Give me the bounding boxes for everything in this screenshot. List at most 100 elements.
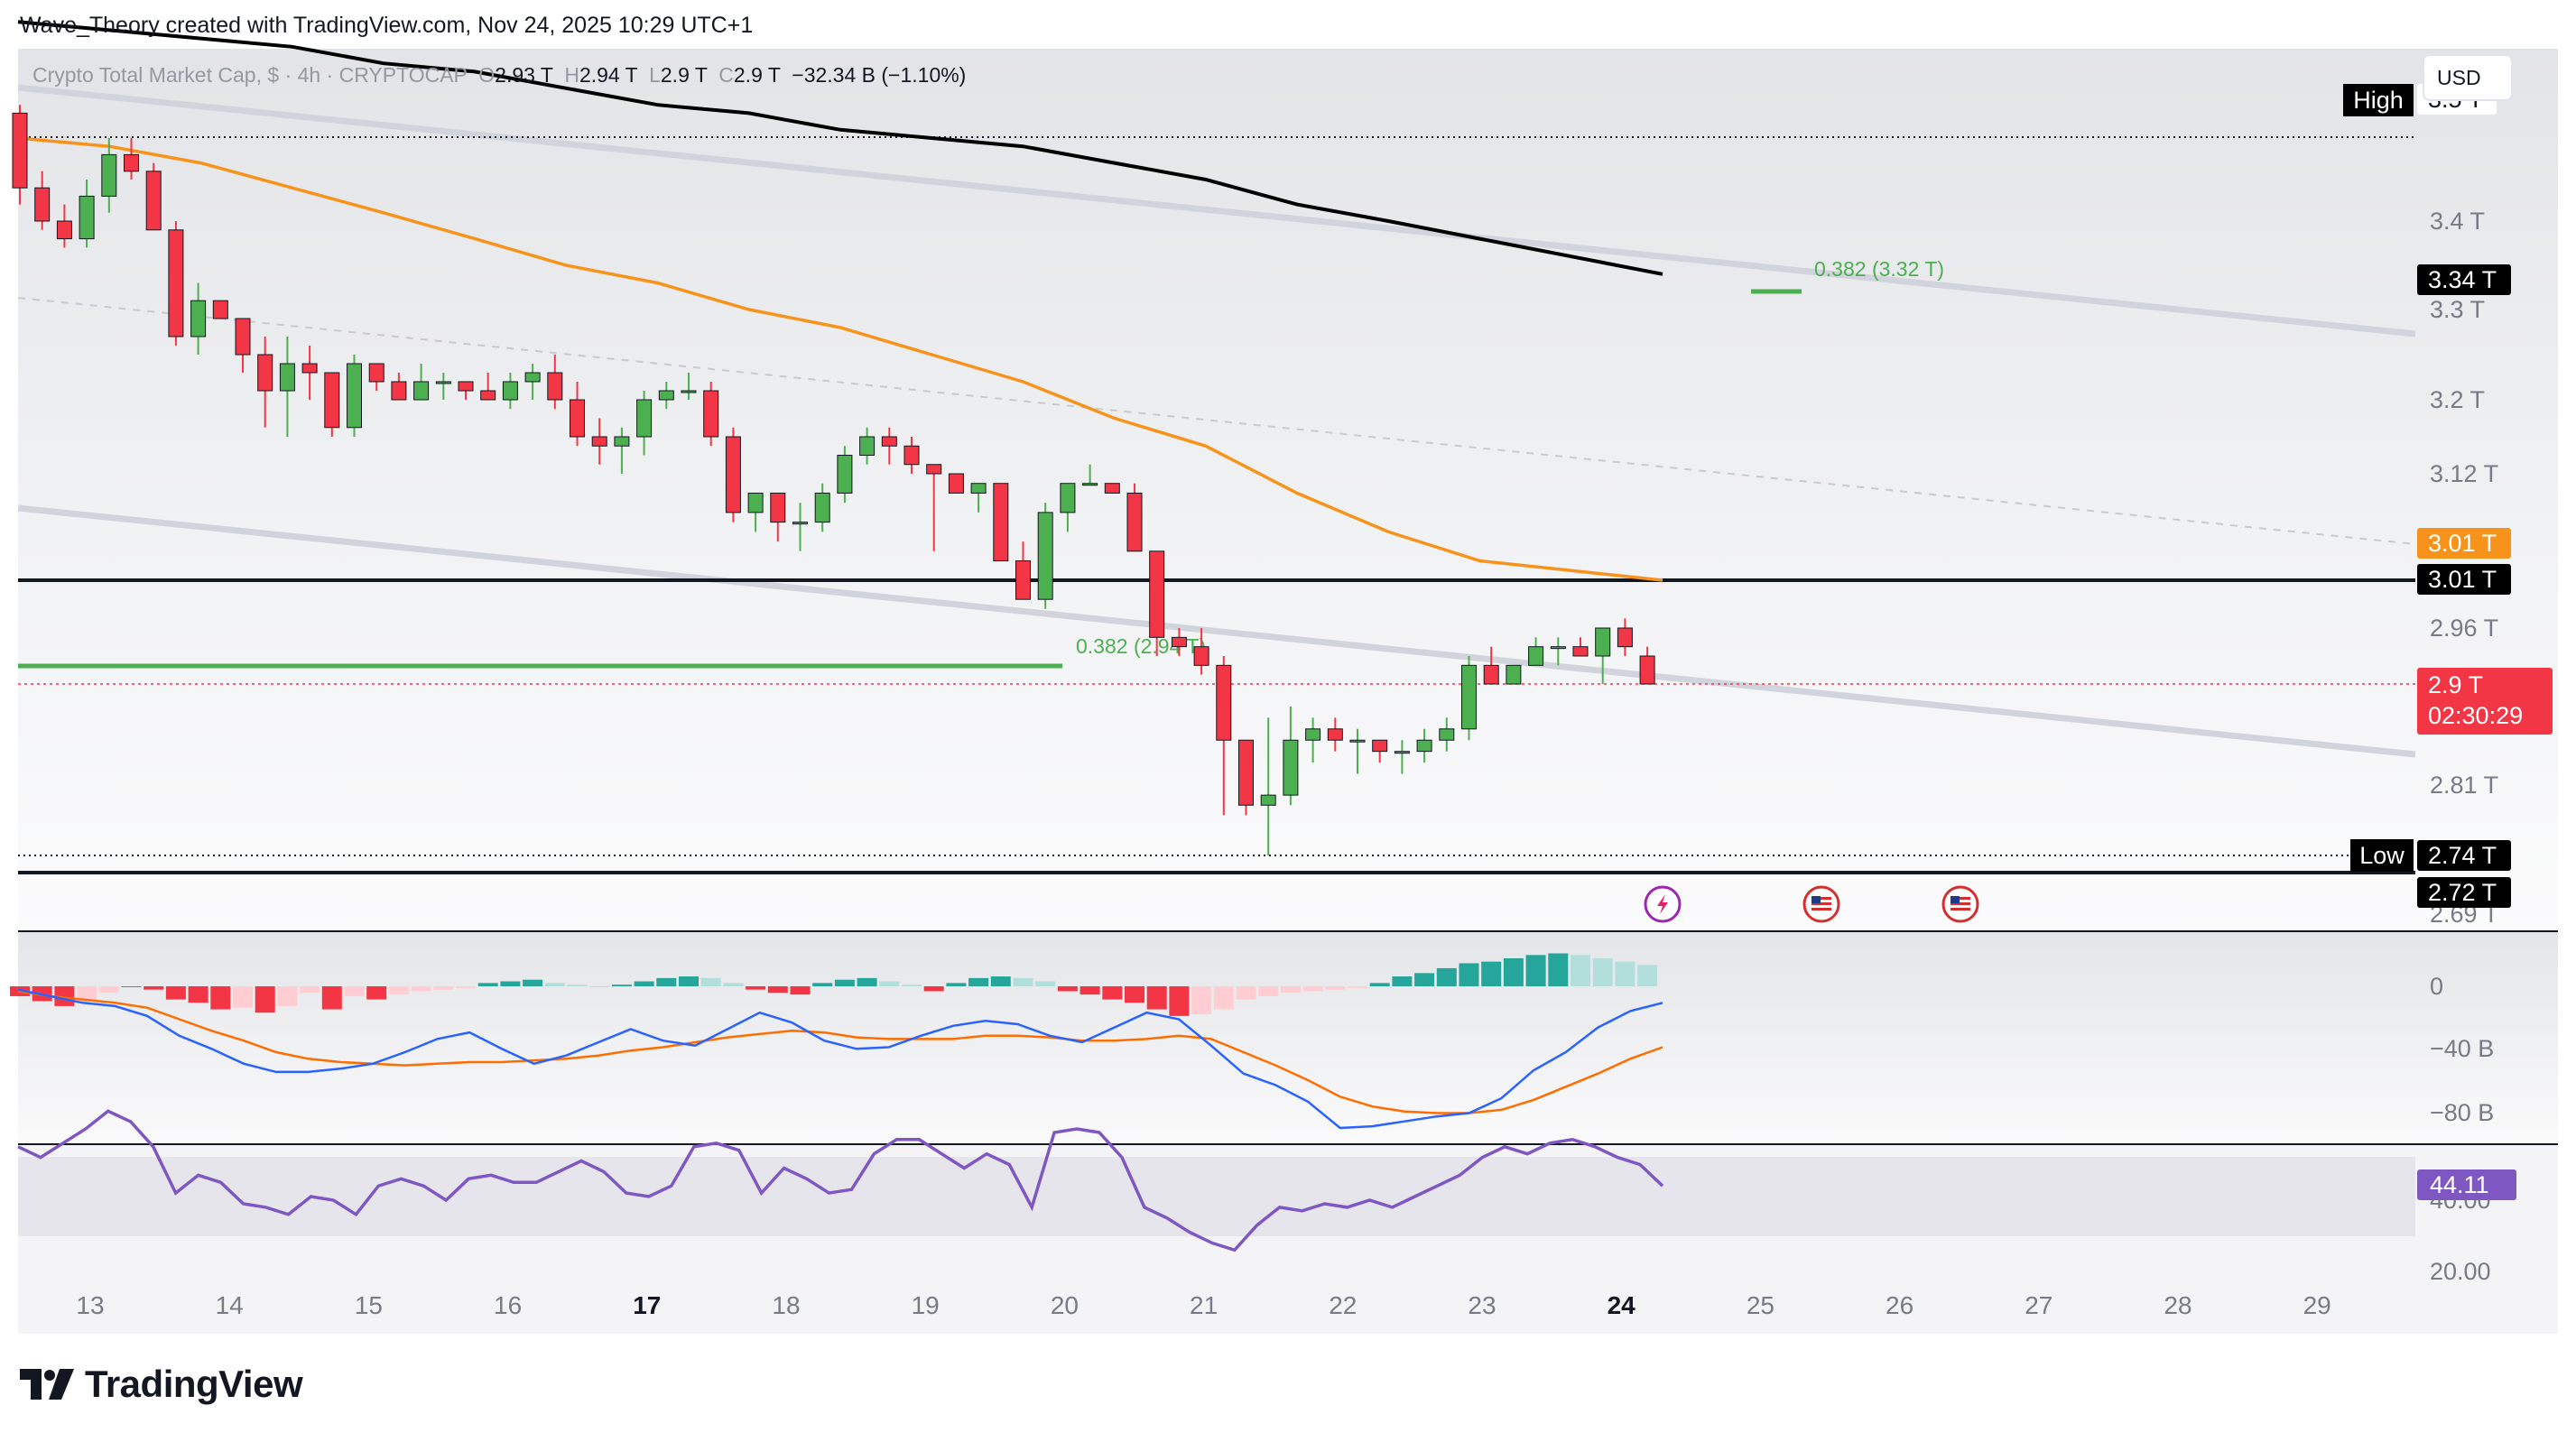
candle[interactable] bbox=[413, 364, 430, 401]
candle[interactable] bbox=[1506, 664, 1522, 685]
candle-body bbox=[948, 473, 964, 494]
candle[interactable] bbox=[1327, 717, 1343, 752]
candle[interactable] bbox=[101, 138, 117, 213]
candle[interactable] bbox=[703, 382, 719, 447]
ema-orange-price-tag[interactable]: 3.01 T bbox=[2417, 528, 2511, 559]
candle[interactable] bbox=[368, 363, 385, 391]
candle-body bbox=[1104, 483, 1120, 494]
candle[interactable] bbox=[948, 473, 964, 494]
candle[interactable] bbox=[212, 300, 228, 319]
candle[interactable] bbox=[1439, 717, 1455, 752]
candle[interactable] bbox=[1550, 637, 1566, 666]
candle[interactable] bbox=[1305, 717, 1321, 763]
candle[interactable] bbox=[591, 418, 607, 465]
candle-body bbox=[257, 354, 273, 392]
candle[interactable] bbox=[524, 364, 541, 400]
candle[interactable] bbox=[391, 373, 407, 401]
symbol-legend[interactable]: Crypto Total Market Cap, $ · 4h · CRYPTO… bbox=[32, 63, 966, 88]
candle[interactable] bbox=[1461, 656, 1477, 741]
candle[interactable] bbox=[1595, 627, 1611, 684]
price-axis-tick: 3.3 T bbox=[2430, 296, 2485, 323]
candle[interactable] bbox=[1372, 739, 1388, 763]
candle[interactable] bbox=[1238, 739, 1254, 816]
candle[interactable] bbox=[993, 483, 1009, 562]
candle[interactable] bbox=[1126, 483, 1143, 552]
candle[interactable] bbox=[1015, 541, 1031, 600]
rsi-line bbox=[17, 1109, 1664, 1253]
candle[interactable] bbox=[658, 382, 674, 410]
candle[interactable] bbox=[34, 171, 51, 230]
candle[interactable] bbox=[56, 204, 72, 248]
candle[interactable] bbox=[1572, 637, 1589, 657]
low-price-tag[interactable]: 2.74 T bbox=[2417, 840, 2511, 871]
macd-histogram-bar bbox=[1592, 957, 1613, 986]
candle[interactable] bbox=[792, 503, 808, 551]
ma-black-price-tag[interactable]: 3.34 T bbox=[2417, 264, 2511, 295]
candle[interactable] bbox=[1216, 656, 1232, 816]
tradingview-logo[interactable]: TradingView bbox=[20, 1363, 303, 1406]
candle[interactable] bbox=[480, 373, 496, 401]
time-axis-label: 25 bbox=[1747, 1291, 1774, 1319]
candle[interactable] bbox=[235, 318, 251, 373]
candle[interactable] bbox=[1617, 618, 1633, 656]
candle[interactable] bbox=[347, 355, 362, 437]
candle[interactable] bbox=[301, 346, 318, 400]
candle[interactable] bbox=[1149, 550, 1165, 656]
candle[interactable] bbox=[747, 492, 764, 532]
macd-pane-background bbox=[18, 931, 2558, 1144]
candle[interactable] bbox=[1528, 637, 1544, 666]
candle[interactable] bbox=[1193, 628, 1209, 675]
rsi-value-tag[interactable]: 44.11 bbox=[2417, 1169, 2516, 1200]
current-price-tag[interactable]: 2.9 T 02:30:29 bbox=[2417, 668, 2553, 735]
us-flag-event-icon[interactable] bbox=[1941, 885, 1979, 923]
candle[interactable] bbox=[1416, 728, 1432, 763]
candle[interactable] bbox=[636, 391, 653, 456]
candle[interactable] bbox=[168, 221, 184, 346]
resistance-price-tag-box bbox=[2417, 564, 2511, 595]
candle[interactable] bbox=[1349, 728, 1366, 774]
candle[interactable] bbox=[614, 427, 630, 474]
candle[interactable] bbox=[1283, 706, 1299, 806]
candle[interactable] bbox=[190, 282, 207, 355]
candle[interactable] bbox=[1104, 483, 1120, 494]
candle[interactable] bbox=[79, 180, 95, 248]
candle[interactable] bbox=[814, 483, 830, 532]
candle[interactable] bbox=[881, 427, 897, 465]
candle[interactable] bbox=[1483, 646, 1499, 685]
candle[interactable] bbox=[926, 464, 942, 551]
candle[interactable] bbox=[458, 381, 474, 400]
candle[interactable] bbox=[859, 427, 876, 465]
candle[interactable] bbox=[770, 492, 786, 542]
candle[interactable] bbox=[1394, 740, 1410, 774]
candle[interactable] bbox=[1082, 464, 1098, 486]
candle[interactable] bbox=[1260, 717, 1276, 855]
candle[interactable] bbox=[324, 372, 340, 437]
macd-histogram-bar bbox=[746, 986, 766, 990]
support-price-tag[interactable]: 2.72 T bbox=[2417, 877, 2511, 908]
candle[interactable] bbox=[502, 373, 518, 410]
candle[interactable] bbox=[681, 373, 697, 400]
candle[interactable] bbox=[279, 337, 295, 437]
lightning-event-icon[interactable] bbox=[1644, 885, 1682, 923]
candle[interactable] bbox=[1171, 628, 1187, 656]
candle[interactable] bbox=[1037, 503, 1053, 609]
candle[interactable] bbox=[725, 427, 741, 522]
candle[interactable] bbox=[12, 105, 28, 205]
candle[interactable] bbox=[257, 337, 273, 428]
candle[interactable] bbox=[1060, 483, 1076, 532]
candle[interactable] bbox=[570, 382, 585, 447]
candle[interactable] bbox=[435, 373, 451, 400]
rsi-value-text: 44.11 bbox=[2430, 1171, 2489, 1198]
candle[interactable] bbox=[1639, 646, 1655, 685]
us-flag-event-icon[interactable] bbox=[1802, 885, 1840, 923]
candle[interactable] bbox=[970, 483, 987, 513]
candle[interactable] bbox=[837, 446, 853, 504]
candle[interactable] bbox=[145, 162, 162, 231]
candle-body bbox=[1528, 646, 1544, 666]
currency-selector[interactable]: USD bbox=[2423, 54, 2513, 101]
candle[interactable] bbox=[547, 355, 563, 410]
candle[interactable] bbox=[124, 138, 139, 180]
resistance-price-tag[interactable]: 3.01 T bbox=[2417, 564, 2511, 595]
candle[interactable] bbox=[903, 437, 920, 474]
